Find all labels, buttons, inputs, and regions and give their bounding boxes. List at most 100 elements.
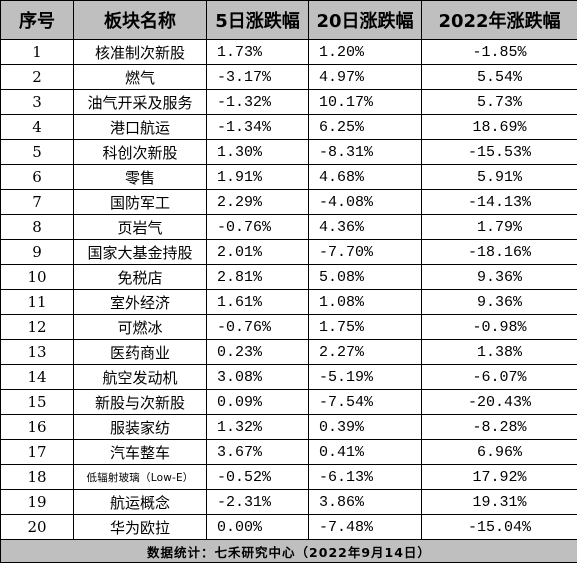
row-ytd-change: -18.16% bbox=[422, 240, 577, 265]
row-5d-change: -3.17% bbox=[207, 65, 309, 90]
footer-row: 数据统计：七禾研究中心（2022年9月14日） bbox=[1, 540, 577, 563]
row-sector: 核准制次新股 bbox=[74, 40, 207, 65]
row-index: 10 bbox=[1, 265, 74, 290]
row-5d-change: 1.61% bbox=[207, 290, 309, 315]
row-20d-change: 6.25% bbox=[309, 115, 422, 140]
header-sector: 板块名称 bbox=[74, 1, 207, 40]
row-20d-change: 0.39% bbox=[309, 415, 422, 440]
row-index: 2 bbox=[1, 65, 74, 90]
row-5d-change: -1.34% bbox=[207, 115, 309, 140]
row-index: 6 bbox=[1, 165, 74, 190]
header-index: 序号 bbox=[1, 1, 74, 40]
row-5d-change: -1.32% bbox=[207, 90, 309, 115]
row-20d-change: 4.68% bbox=[309, 165, 422, 190]
row-ytd-change: 5.54% bbox=[422, 65, 577, 90]
header-ytd-change: 2022年涨跌幅 bbox=[422, 1, 577, 40]
row-sector: 室外经济 bbox=[74, 290, 207, 315]
row-5d-change: 0.23% bbox=[207, 340, 309, 365]
row-20d-change: -6.13% bbox=[309, 465, 422, 490]
row-20d-change: 0.41% bbox=[309, 440, 422, 465]
row-5d-change: 2.29% bbox=[207, 190, 309, 215]
row-ytd-change: 9.36% bbox=[422, 290, 577, 315]
row-20d-change: 10.17% bbox=[309, 90, 422, 115]
row-20d-change: 1.08% bbox=[309, 290, 422, 315]
row-sector: 新股与次新股 bbox=[74, 390, 207, 415]
row-sector: 免税店 bbox=[74, 265, 207, 290]
row-index: 12 bbox=[1, 315, 74, 340]
row-sector: 服装家纺 bbox=[74, 415, 207, 440]
row-sector: 国防军工 bbox=[74, 190, 207, 215]
row-20d-change: -7.48% bbox=[309, 515, 422, 540]
row-index: 11 bbox=[1, 290, 74, 315]
row-ytd-change: 5.73% bbox=[422, 90, 577, 115]
row-sector: 港口航运 bbox=[74, 115, 207, 140]
row-index: 5 bbox=[1, 140, 74, 165]
row-5d-change: 0.00% bbox=[207, 515, 309, 540]
row-index: 20 bbox=[1, 515, 74, 540]
row-20d-change: 4.36% bbox=[309, 215, 422, 240]
row-5d-change: 0.09% bbox=[207, 390, 309, 415]
row-index: 1 bbox=[1, 40, 74, 65]
row-20d-change: -7.70% bbox=[309, 240, 422, 265]
row-index: 17 bbox=[1, 440, 74, 465]
row-ytd-change: 19.31% bbox=[422, 490, 577, 515]
row-5d-change: 1.73% bbox=[207, 40, 309, 65]
row-index: 13 bbox=[1, 340, 74, 365]
row-index: 9 bbox=[1, 240, 74, 265]
row-5d-change: 1.30% bbox=[207, 140, 309, 165]
row-ytd-change: -20.43% bbox=[422, 390, 577, 415]
data-source-note: 数据统计：七禾研究中心（2022年9月14日） bbox=[1, 540, 577, 563]
row-20d-change: 4.97% bbox=[309, 65, 422, 90]
row-sector: 航运概念 bbox=[74, 490, 207, 515]
row-ytd-change: -15.04% bbox=[422, 515, 577, 540]
row-20d-change: 1.20% bbox=[309, 40, 422, 65]
row-20d-change: -7.54% bbox=[309, 390, 422, 415]
row-ytd-change: -6.07% bbox=[422, 365, 577, 390]
row-sector: 油气开采及服务 bbox=[74, 90, 207, 115]
row-5d-change: 1.91% bbox=[207, 165, 309, 190]
header-row: 序号 板块名称 5日涨跌幅 20日涨跌幅 2022年涨跌幅 bbox=[1, 1, 577, 40]
row-sector: 页岩气 bbox=[74, 215, 207, 240]
row-5d-change: -0.52% bbox=[207, 465, 309, 490]
row-ytd-change: -15.53% bbox=[422, 140, 577, 165]
row-20d-change: 5.08% bbox=[309, 265, 422, 290]
row-ytd-change: 5.91% bbox=[422, 165, 577, 190]
row-5d-change: -0.76% bbox=[207, 315, 309, 340]
row-20d-change: -5.19% bbox=[309, 365, 422, 390]
row-sector: 零售 bbox=[74, 165, 207, 190]
row-20d-change: 2.27% bbox=[309, 340, 422, 365]
row-5d-change: -0.76% bbox=[207, 215, 309, 240]
table-footer: 数据统计：七禾研究中心（2022年9月14日） bbox=[1, 540, 577, 563]
row-ytd-change: 1.38% bbox=[422, 340, 577, 365]
row-index: 15 bbox=[1, 390, 74, 415]
row-sector: 科创次新股 bbox=[74, 140, 207, 165]
row-sector: 燃气 bbox=[74, 65, 207, 90]
row-20d-change: 3.86% bbox=[309, 490, 422, 515]
row-index: 18 bbox=[1, 465, 74, 490]
row-5d-change: 1.32% bbox=[207, 415, 309, 440]
row-sector: 国家大基金持股 bbox=[74, 240, 207, 265]
row-5d-change: 2.01% bbox=[207, 240, 309, 265]
row-20d-change: -8.31% bbox=[309, 140, 422, 165]
row-5d-change: 2.81% bbox=[207, 265, 309, 290]
row-index: 3 bbox=[1, 90, 74, 115]
row-index: 14 bbox=[1, 365, 74, 390]
header-20d-change: 20日涨跌幅 bbox=[309, 1, 422, 40]
row-5d-change: -2.31% bbox=[207, 490, 309, 515]
